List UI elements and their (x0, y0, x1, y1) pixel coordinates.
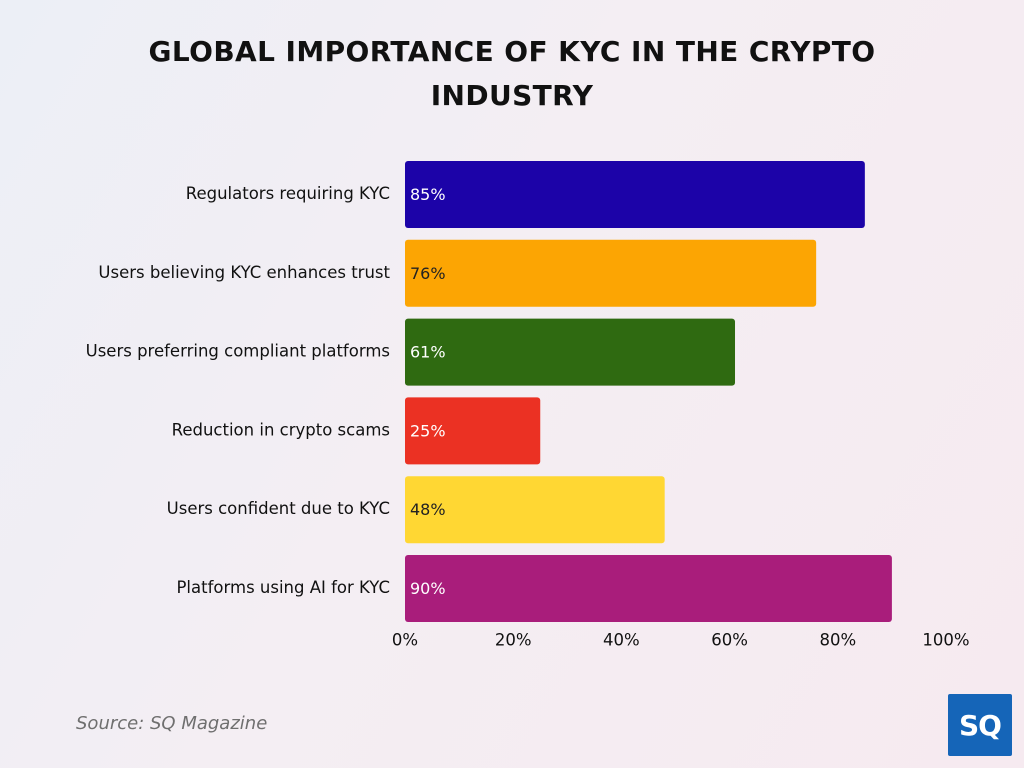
bar-3 (405, 397, 541, 465)
x-tick-label-0: 0% (392, 631, 418, 650)
category-label-2: Users preferring compliant platforms (86, 342, 390, 361)
x-tick-label-1: 20% (495, 631, 532, 650)
x-tick-label-3: 60% (711, 631, 748, 650)
category-label-3: Reduction in crypto scams (172, 420, 390, 439)
x-tick-label-4: 80% (819, 631, 856, 650)
sq-magazine-logo: SQ (948, 694, 1012, 756)
value-label-5: 90% (410, 579, 446, 598)
bar-4 (405, 476, 665, 544)
value-label-4: 48% (410, 500, 446, 519)
x-tick-label-5: 100% (922, 631, 969, 650)
logo-text: SQ (959, 708, 1002, 742)
value-label-2: 61% (410, 343, 446, 362)
bar-0 (405, 161, 865, 228)
category-label-0: Regulators requiring KYC (186, 184, 390, 203)
value-label-3: 25% (410, 421, 446, 440)
bar-5 (405, 555, 892, 622)
chart-title: GLOBAL IMPORTANCE OF KYC IN THE CRYPTO I… (148, 35, 876, 112)
category-label-4: Users confident due to KYC (167, 499, 390, 518)
category-label-5: Platforms using AI for KYC (176, 578, 390, 597)
bar-2 (405, 318, 736, 386)
value-label-1: 76% (410, 264, 446, 283)
source-note: Source: SQ Magazine (76, 713, 268, 734)
x-tick-label-2: 40% (603, 631, 640, 650)
value-label-0: 85% (410, 185, 446, 204)
bar-1 (405, 239, 817, 307)
category-label-1: Users believing KYC enhances trust (98, 263, 390, 282)
